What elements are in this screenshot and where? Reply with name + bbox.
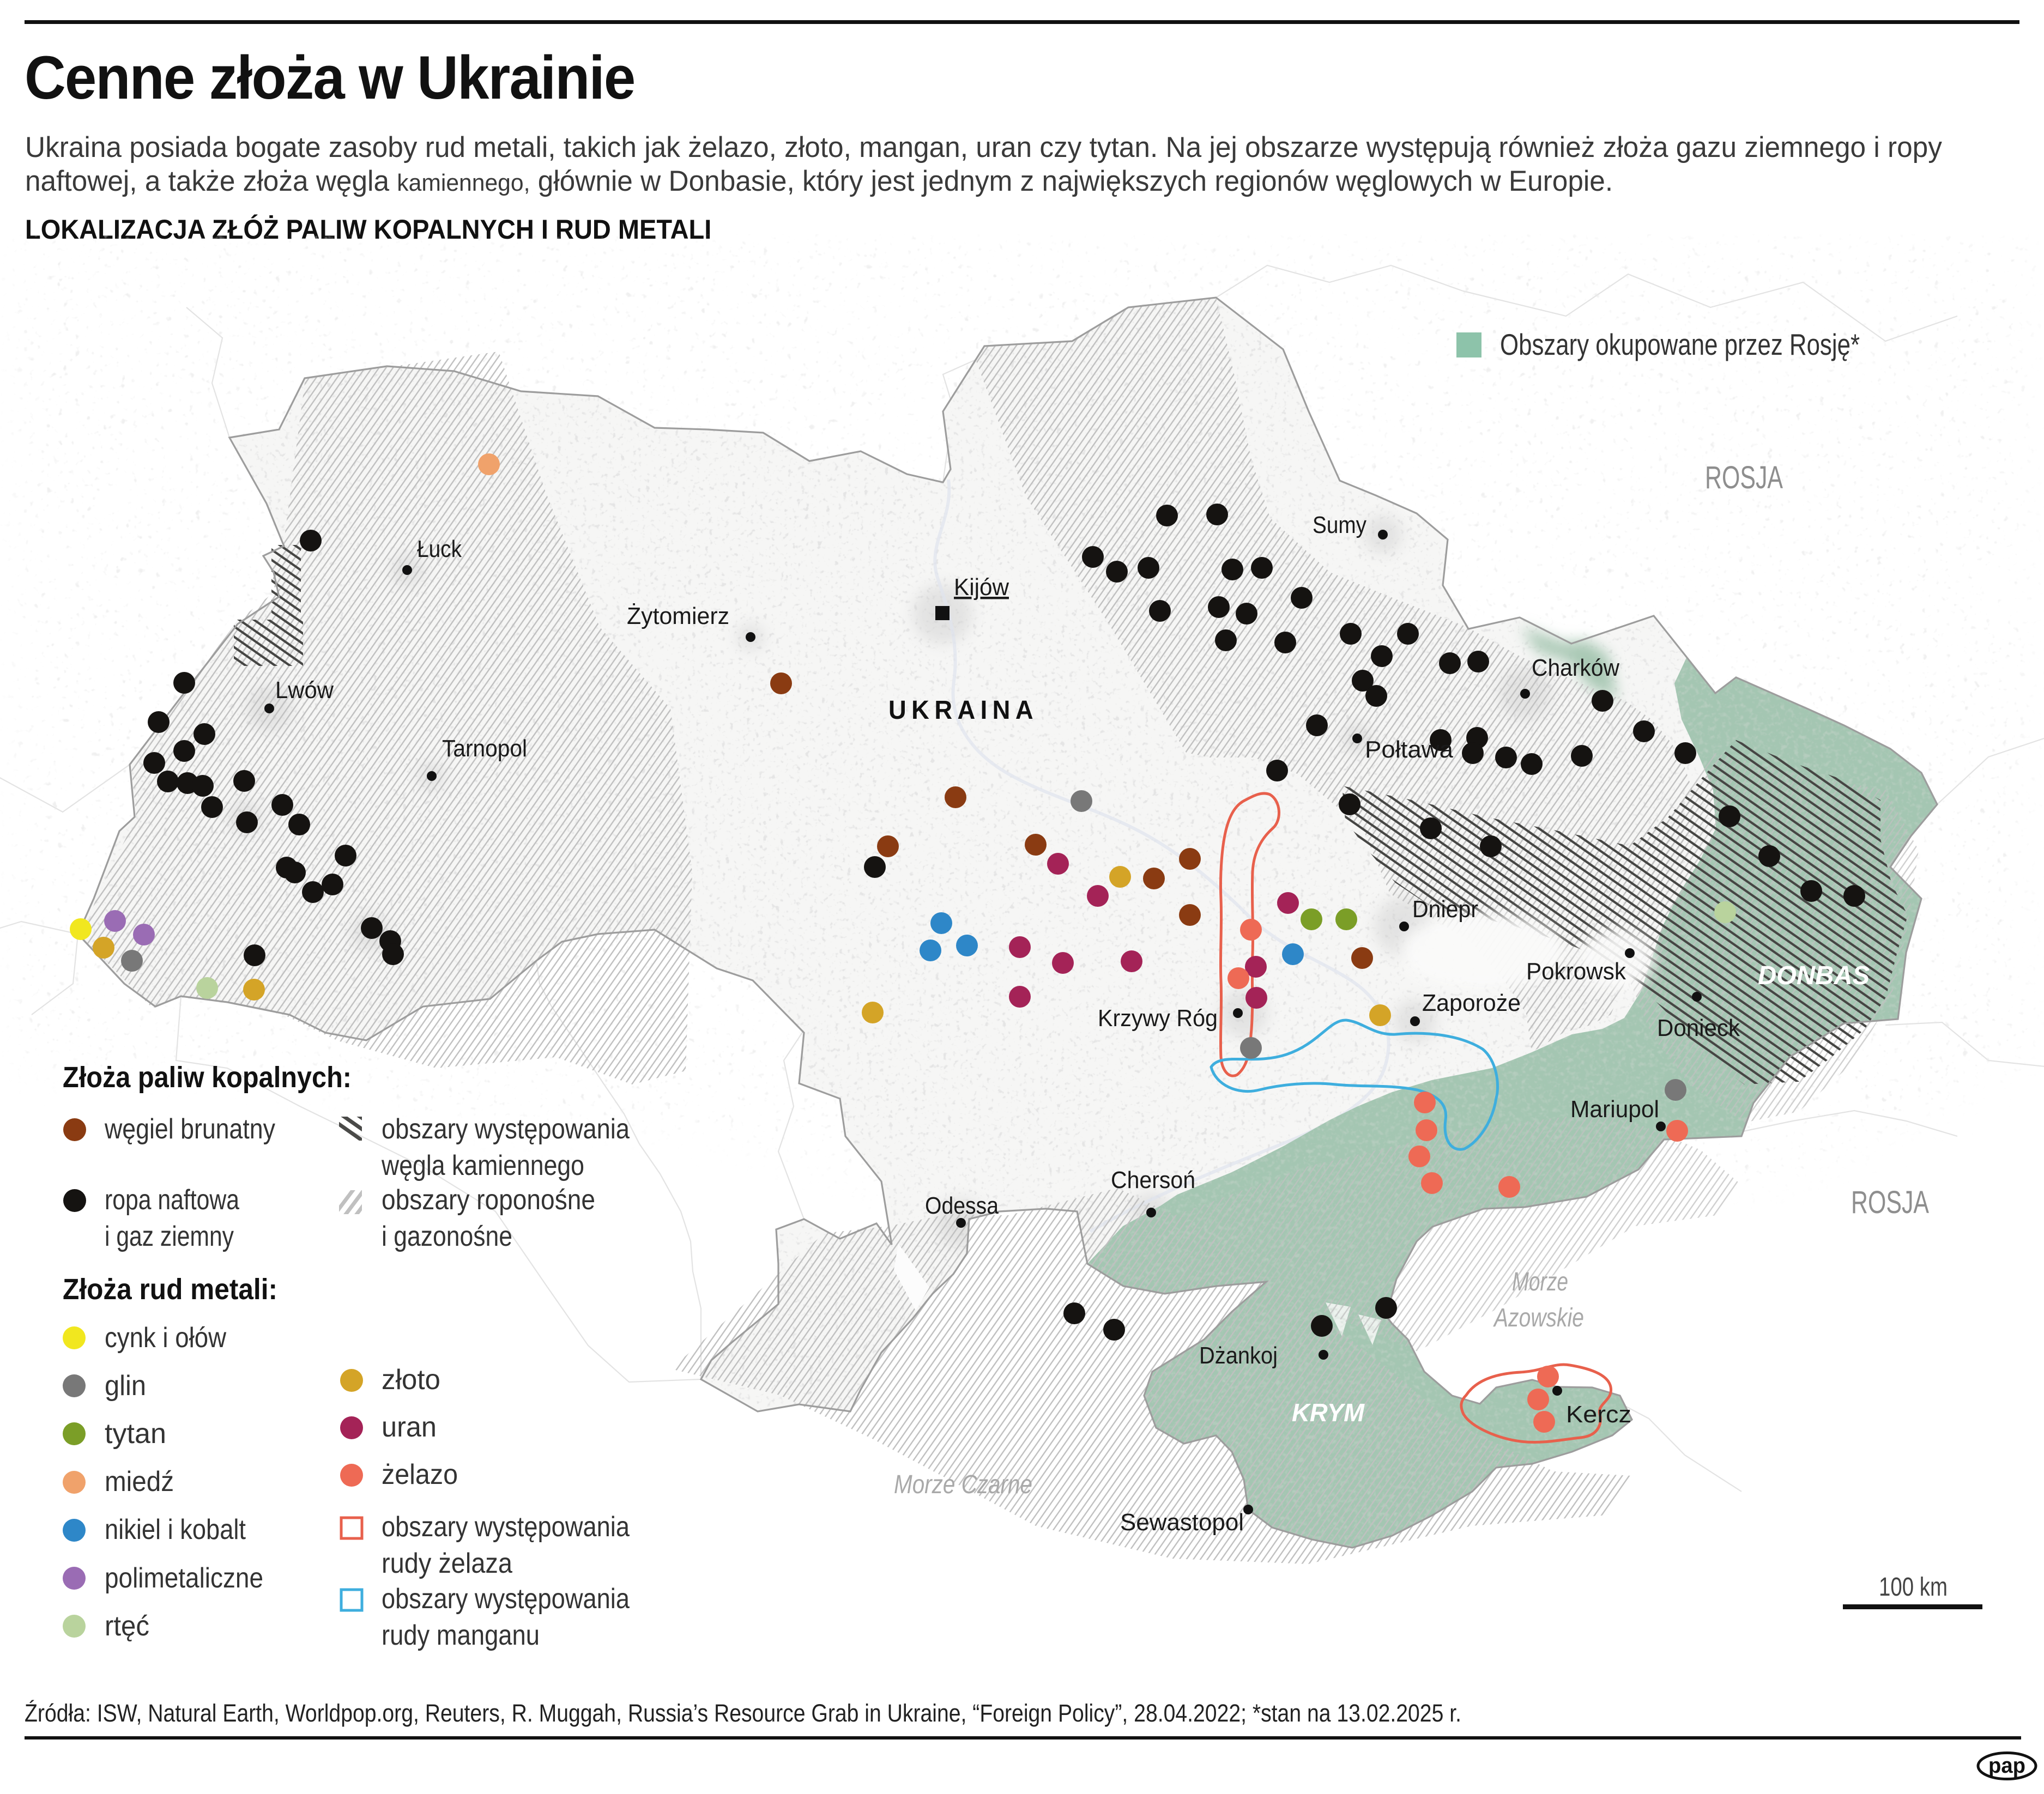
- svg-text:obszary występowania: obszary występowania: [382, 1113, 630, 1145]
- svg-text:miedź: miedź: [105, 1466, 174, 1498]
- svg-text:Pokrowsk: Pokrowsk: [1526, 958, 1626, 985]
- svg-text:obszary roponośne: obszary roponośne: [382, 1184, 595, 1216]
- svg-text:Mariupol: Mariupol: [1570, 1096, 1659, 1123]
- svg-text:DONBAS: DONBAS: [1758, 961, 1870, 990]
- svg-text:węgla kamiennego: węgla kamiennego: [381, 1150, 584, 1181]
- svg-text:żelazo: żelazo: [382, 1459, 458, 1490]
- svg-text:ropa naftowa: ropa naftowa: [105, 1184, 239, 1216]
- svg-text:rtęć: rtęć: [105, 1610, 149, 1642]
- svg-text:Żytomierz: Żytomierz: [627, 603, 729, 629]
- svg-text:nikiel i kobalt: nikiel i kobalt: [105, 1514, 246, 1545]
- svg-text:pap: pap: [1988, 1754, 2025, 1778]
- svg-text:tytan: tytan: [105, 1418, 166, 1450]
- svg-text:Kercz: Kercz: [1566, 1401, 1631, 1428]
- svg-text:Kijów: Kijów: [954, 574, 1009, 601]
- svg-text:rudy manganu: rudy manganu: [382, 1620, 540, 1651]
- svg-text:Krzywy Róg: Krzywy Róg: [1098, 1005, 1218, 1032]
- svg-text:Donieck: Donieck: [1657, 1015, 1740, 1041]
- svg-text:UKRAINA: UKRAINA: [888, 696, 1038, 725]
- svg-text:Obszary okupowane przez Rosję*: Obszary okupowane przez Rosję*: [1500, 328, 1860, 361]
- svg-text:100 km: 100 km: [1879, 1573, 1948, 1602]
- svg-text:uran: uran: [382, 1411, 437, 1443]
- svg-text:obszary występowania: obszary występowania: [382, 1583, 630, 1615]
- svg-text:Morze Czarne: Morze Czarne: [894, 1470, 1032, 1499]
- svg-text:Odessa: Odessa: [925, 1192, 999, 1219]
- svg-text:rudy żelaza: rudy żelaza: [382, 1548, 512, 1579]
- svg-text:Dniepr: Dniepr: [1412, 896, 1478, 923]
- svg-text:i gazonośne: i gazonośne: [382, 1221, 512, 1252]
- svg-text:Charków: Charków: [1532, 654, 1619, 681]
- svg-text:i gaz ziemny: i gaz ziemny: [105, 1221, 234, 1252]
- svg-text:Tarnopol: Tarnopol: [442, 735, 527, 762]
- svg-text:ROSJA: ROSJA: [1705, 460, 1783, 495]
- svg-text:Sewastopol: Sewastopol: [1120, 1509, 1244, 1536]
- svg-text:Chersoń: Chersoń: [1111, 1167, 1195, 1193]
- svg-text:złoto: złoto: [382, 1364, 440, 1396]
- svg-text:obszary występowania: obszary występowania: [382, 1511, 630, 1543]
- svg-text:KRYM: KRYM: [1292, 1398, 1365, 1427]
- svg-text:glin: glin: [105, 1370, 146, 1402]
- svg-text:Połtawa: Połtawa: [1365, 736, 1454, 763]
- svg-text:Lwów: Lwów: [275, 677, 334, 704]
- svg-text:Złoża rud metali:: Złoża rud metali:: [63, 1273, 277, 1306]
- svg-text:Sumy: Sumy: [1313, 512, 1366, 538]
- svg-text:Azowskie: Azowskie: [1493, 1304, 1584, 1332]
- svg-text:polimetaliczne: polimetaliczne: [105, 1562, 263, 1594]
- svg-text:węgiel brunatny: węgiel brunatny: [104, 1113, 275, 1145]
- svg-text:Zaporoże: Zaporoże: [1422, 990, 1521, 1016]
- svg-text:Złoża paliw kopalnych:: Złoża paliw kopalnych:: [63, 1061, 352, 1094]
- svg-text:ROSJA: ROSJA: [1851, 1185, 1929, 1220]
- svg-text:Łuck: Łuck: [417, 536, 462, 562]
- svg-text:Morze: Morze: [1512, 1268, 1568, 1296]
- svg-text:cynk i ołów: cynk i ołów: [105, 1322, 226, 1354]
- svg-text:Dżankoj: Dżankoj: [1199, 1342, 1278, 1369]
